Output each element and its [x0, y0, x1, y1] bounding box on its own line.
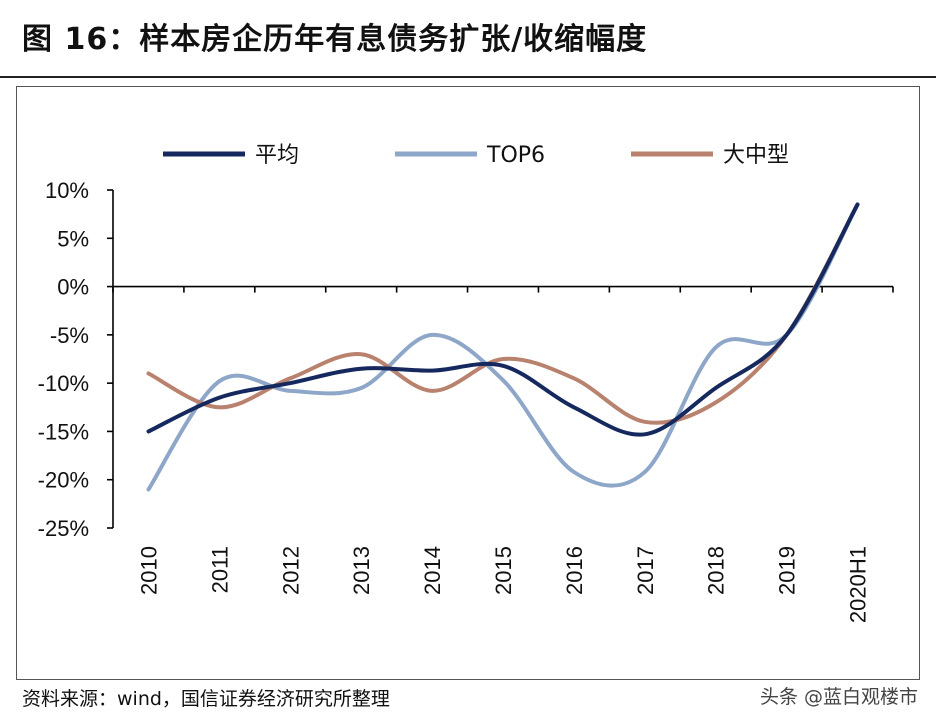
axes: 10% 5% 0% -5% -10% -15% -20% -25% 2010 2011 2012 20… [38, 178, 894, 623]
watermark: 头条 @蓝白观楼市 [759, 686, 918, 708]
x-tick-label: 2012 [278, 546, 303, 595]
legend: 平均 TOP6 大中型 [163, 143, 789, 168]
x-tick-label: 2011 [207, 546, 232, 593]
x-tick-label: 2019 [775, 546, 800, 595]
y-tick-label: 10% [45, 178, 89, 203]
x-tick-label: 2013 [349, 546, 374, 595]
y-tick-label: -25% [38, 516, 89, 541]
chart-title: 图 16：样本房企历年有息债务扩张/收缩幅度 [22, 22, 648, 57]
source-note: 资料来源：wind，国信证券经济研究所整理 [22, 688, 390, 710]
x-tick-label: 2017 [633, 546, 658, 595]
y-tick-label: 5% [57, 226, 89, 251]
y-tick-label: 0% [57, 275, 89, 300]
series-line-平均 [146, 202, 860, 437]
series-line-TOP6 [146, 202, 860, 492]
series-group [146, 202, 860, 492]
x-tick-label: 2018 [704, 546, 729, 595]
y-tick-label: -10% [38, 371, 89, 396]
y-tick-label: -20% [38, 468, 89, 493]
chart-frame [16, 86, 920, 680]
x-tick-label: 2010 [136, 546, 161, 595]
legend-label: TOP6 [486, 143, 545, 168]
x-tick-label: 2016 [562, 546, 587, 595]
y-tick-label: -5% [50, 323, 89, 348]
x-tick-label: 2014 [420, 546, 445, 595]
x-tick-label: 2020H1 [846, 546, 871, 623]
y-tick-label: -15% [38, 419, 89, 444]
legend-label: 平均 [255, 143, 299, 168]
title-divider [0, 76, 936, 78]
x-tick-label: 2015 [491, 546, 516, 595]
legend-label: 大中型 [723, 143, 789, 168]
